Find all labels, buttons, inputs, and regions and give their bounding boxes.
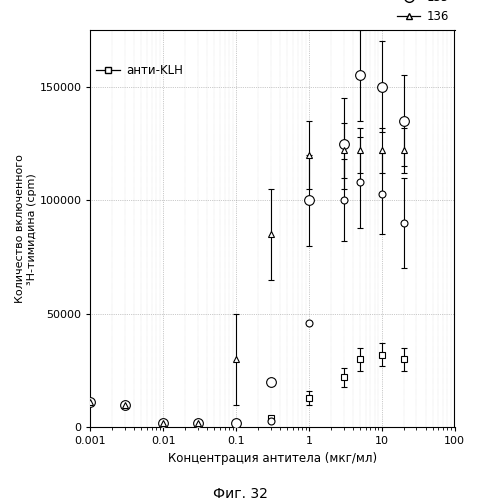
Text: Фиг. 32: Фиг. 32 (213, 486, 267, 500)
X-axis label: Концентрация антитела (мкг/мл): Концентрация антитела (мкг/мл) (168, 452, 377, 465)
Y-axis label: Количество включенного
³Н-тимидина (cpm): Количество включенного ³Н-тимидина (cpm) (15, 154, 36, 303)
Legend: анти-KLH: анти-KLH (96, 64, 183, 76)
